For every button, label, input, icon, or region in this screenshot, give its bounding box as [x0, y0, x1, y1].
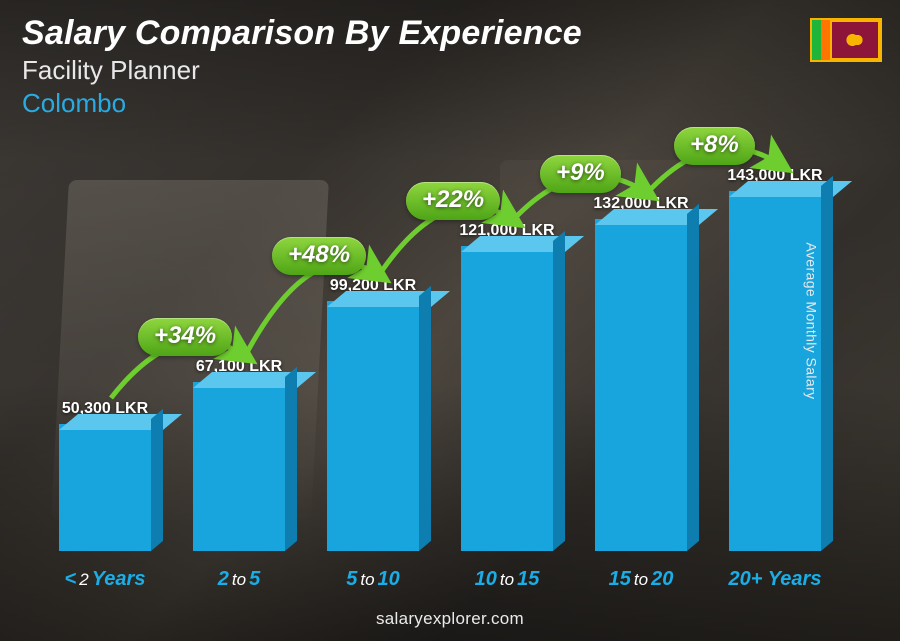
x-axis-label: <2Years — [46, 568, 164, 591]
page-location: Colombo — [22, 88, 582, 119]
x-axis-label: 2to5 — [180, 568, 298, 591]
increase-arc — [40, 140, 840, 551]
footer-source: salaryexplorer.com — [0, 609, 900, 629]
salary-bar-chart: 50,300 LKR 67,100 LKR 99,200 LKR 121,000… — [40, 140, 840, 551]
page-subtitle: Facility Planner — [22, 55, 582, 86]
header: Salary Comparison By Experience Facility… — [22, 14, 582, 119]
y-axis-label: Average Monthly Salary — [803, 242, 819, 399]
x-axis-label: 20+ Years — [716, 568, 834, 591]
x-axis-label: 10to15 — [448, 568, 566, 591]
x-axis-label: 15to20 — [582, 568, 700, 591]
x-axis-label: 5to10 — [314, 568, 432, 591]
page-title: Salary Comparison By Experience — [22, 14, 582, 53]
increase-badge: +8% — [674, 127, 755, 165]
x-axis: <2Years 2to5 5to10 10to15 15to20 20+ Years — [40, 568, 840, 591]
country-flag-icon — [810, 18, 882, 62]
